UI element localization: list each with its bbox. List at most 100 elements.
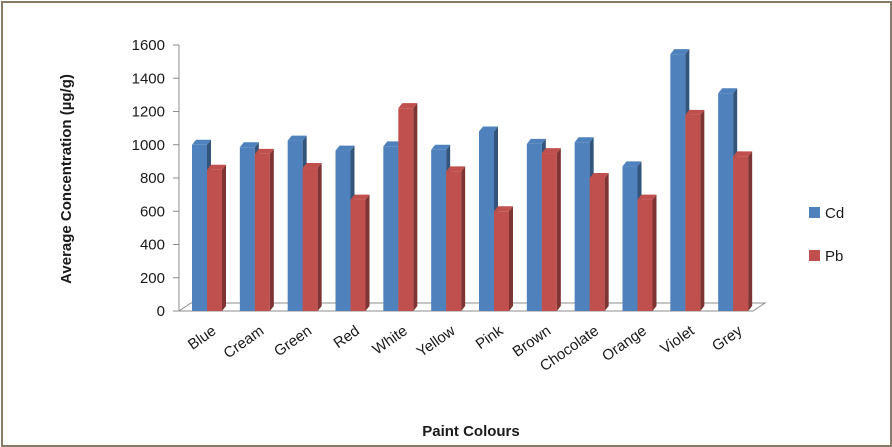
y-tick-label: 0 [157, 303, 165, 320]
bar-pb-brown [541, 148, 561, 311]
bar-pb-orange [637, 194, 657, 311]
y-tick-label: 1000 [132, 137, 165, 154]
bar-pb-yellow [446, 166, 466, 311]
bar-front [398, 108, 414, 311]
bar-front [733, 156, 749, 311]
bar-top [541, 148, 561, 154]
bar-front [239, 147, 255, 311]
bar-front [383, 146, 399, 311]
bar-top [192, 139, 211, 145]
bar-front [350, 199, 366, 311]
bar-side [269, 148, 274, 311]
bar-front [574, 142, 590, 311]
bar-front [254, 153, 270, 311]
y-axis-title: Average Concentration (µg/g) [58, 74, 75, 284]
bar-top [733, 151, 753, 157]
bar-pb-grey [733, 151, 753, 311]
bar-top [398, 103, 418, 109]
bar-side [222, 164, 226, 311]
bar-front [670, 54, 686, 312]
bar-top [494, 206, 513, 212]
bar-side [509, 206, 513, 311]
bar-pb-chocolate [589, 173, 609, 311]
bar-top [622, 161, 642, 167]
bar-front [446, 171, 462, 311]
bar-top [431, 144, 451, 150]
x-tick-labels: Blue Cream Green Red White Yellow Pink BrownCho… [185, 322, 746, 375]
bar-top [479, 126, 498, 132]
legend-label-cd: Cd [825, 205, 844, 222]
bar-top [287, 135, 307, 141]
bar-top [350, 194, 370, 200]
bar-front [302, 168, 318, 311]
bar-top [685, 109, 705, 115]
legend-swatch-cd [809, 207, 820, 218]
bar-top [670, 49, 690, 55]
bar-top [574, 137, 594, 143]
x-tick-label: White [369, 322, 410, 358]
bar-front [479, 131, 494, 311]
bar-pb-pink [494, 206, 513, 311]
bar-chart: Blue Cream Green Red White Yellow Pink BrownCho… [58, 37, 844, 440]
y-tick-label: 1600 [132, 37, 165, 54]
bar-front [192, 144, 207, 311]
x-tick-label: Cream [221, 322, 268, 362]
x-axis-title: Paint Colours [422, 423, 520, 440]
bar-side [604, 173, 609, 311]
bar-top [383, 141, 403, 147]
bar-side [413, 103, 418, 311]
bar-top [526, 138, 546, 144]
bar-top [335, 145, 355, 151]
x-tick-label: Orange [599, 322, 650, 365]
x-tick-label: Yellow [414, 322, 459, 361]
bar-top [718, 88, 738, 94]
bar-front [287, 140, 303, 311]
bar-top [446, 166, 466, 172]
y-tick-label: 200 [140, 270, 165, 287]
bar-top [254, 148, 274, 154]
legend-label-pb: Pb [825, 248, 843, 265]
bar-pb-white [398, 103, 418, 311]
bar-side [748, 151, 753, 311]
bar-top [637, 194, 657, 200]
chart-floor [177, 302, 767, 312]
bar-side [700, 109, 705, 311]
bar-top [589, 173, 609, 178]
bar-front [207, 169, 222, 311]
bar-side [365, 194, 370, 311]
x-tick-label: Violet [657, 322, 698, 358]
bar-front [526, 143, 542, 311]
chart-axes [173, 44, 180, 312]
bar-side [652, 194, 657, 311]
legend-swatch-pb [809, 250, 820, 261]
chart-legend: Cd Pb [809, 205, 844, 265]
chart-floor-plane [177, 302, 767, 312]
bar-pb-violet [685, 109, 705, 311]
x-tick-label: Blue [185, 322, 219, 353]
bar-front [685, 114, 701, 311]
bar-top [302, 163, 322, 169]
y-tick-labels: 0 200 400 600 800 1000 1200 1400 1600 [132, 37, 165, 320]
y-tick-label: 800 [140, 170, 165, 187]
bar-top [239, 142, 259, 148]
bar-front [637, 199, 653, 311]
x-tick-label: Red [330, 322, 362, 352]
y-tick-label: 1400 [132, 70, 165, 87]
bar-side [556, 148, 561, 311]
bar-pb-red [350, 194, 370, 311]
bar-front [589, 178, 605, 311]
x-tick-label: Green [271, 322, 315, 360]
bar-front [718, 93, 734, 312]
bar-front [494, 211, 509, 311]
bar-front [541, 153, 557, 311]
x-tick-label: Grey [709, 322, 746, 355]
bar-front [335, 150, 351, 311]
y-tick-label: 400 [140, 237, 165, 254]
x-tick-label: Pink [473, 322, 507, 353]
y-tick-label: 600 [140, 203, 165, 220]
bar-side [461, 166, 466, 311]
bar-top [207, 164, 226, 170]
bar-front [431, 149, 447, 311]
bar-side [317, 163, 322, 311]
